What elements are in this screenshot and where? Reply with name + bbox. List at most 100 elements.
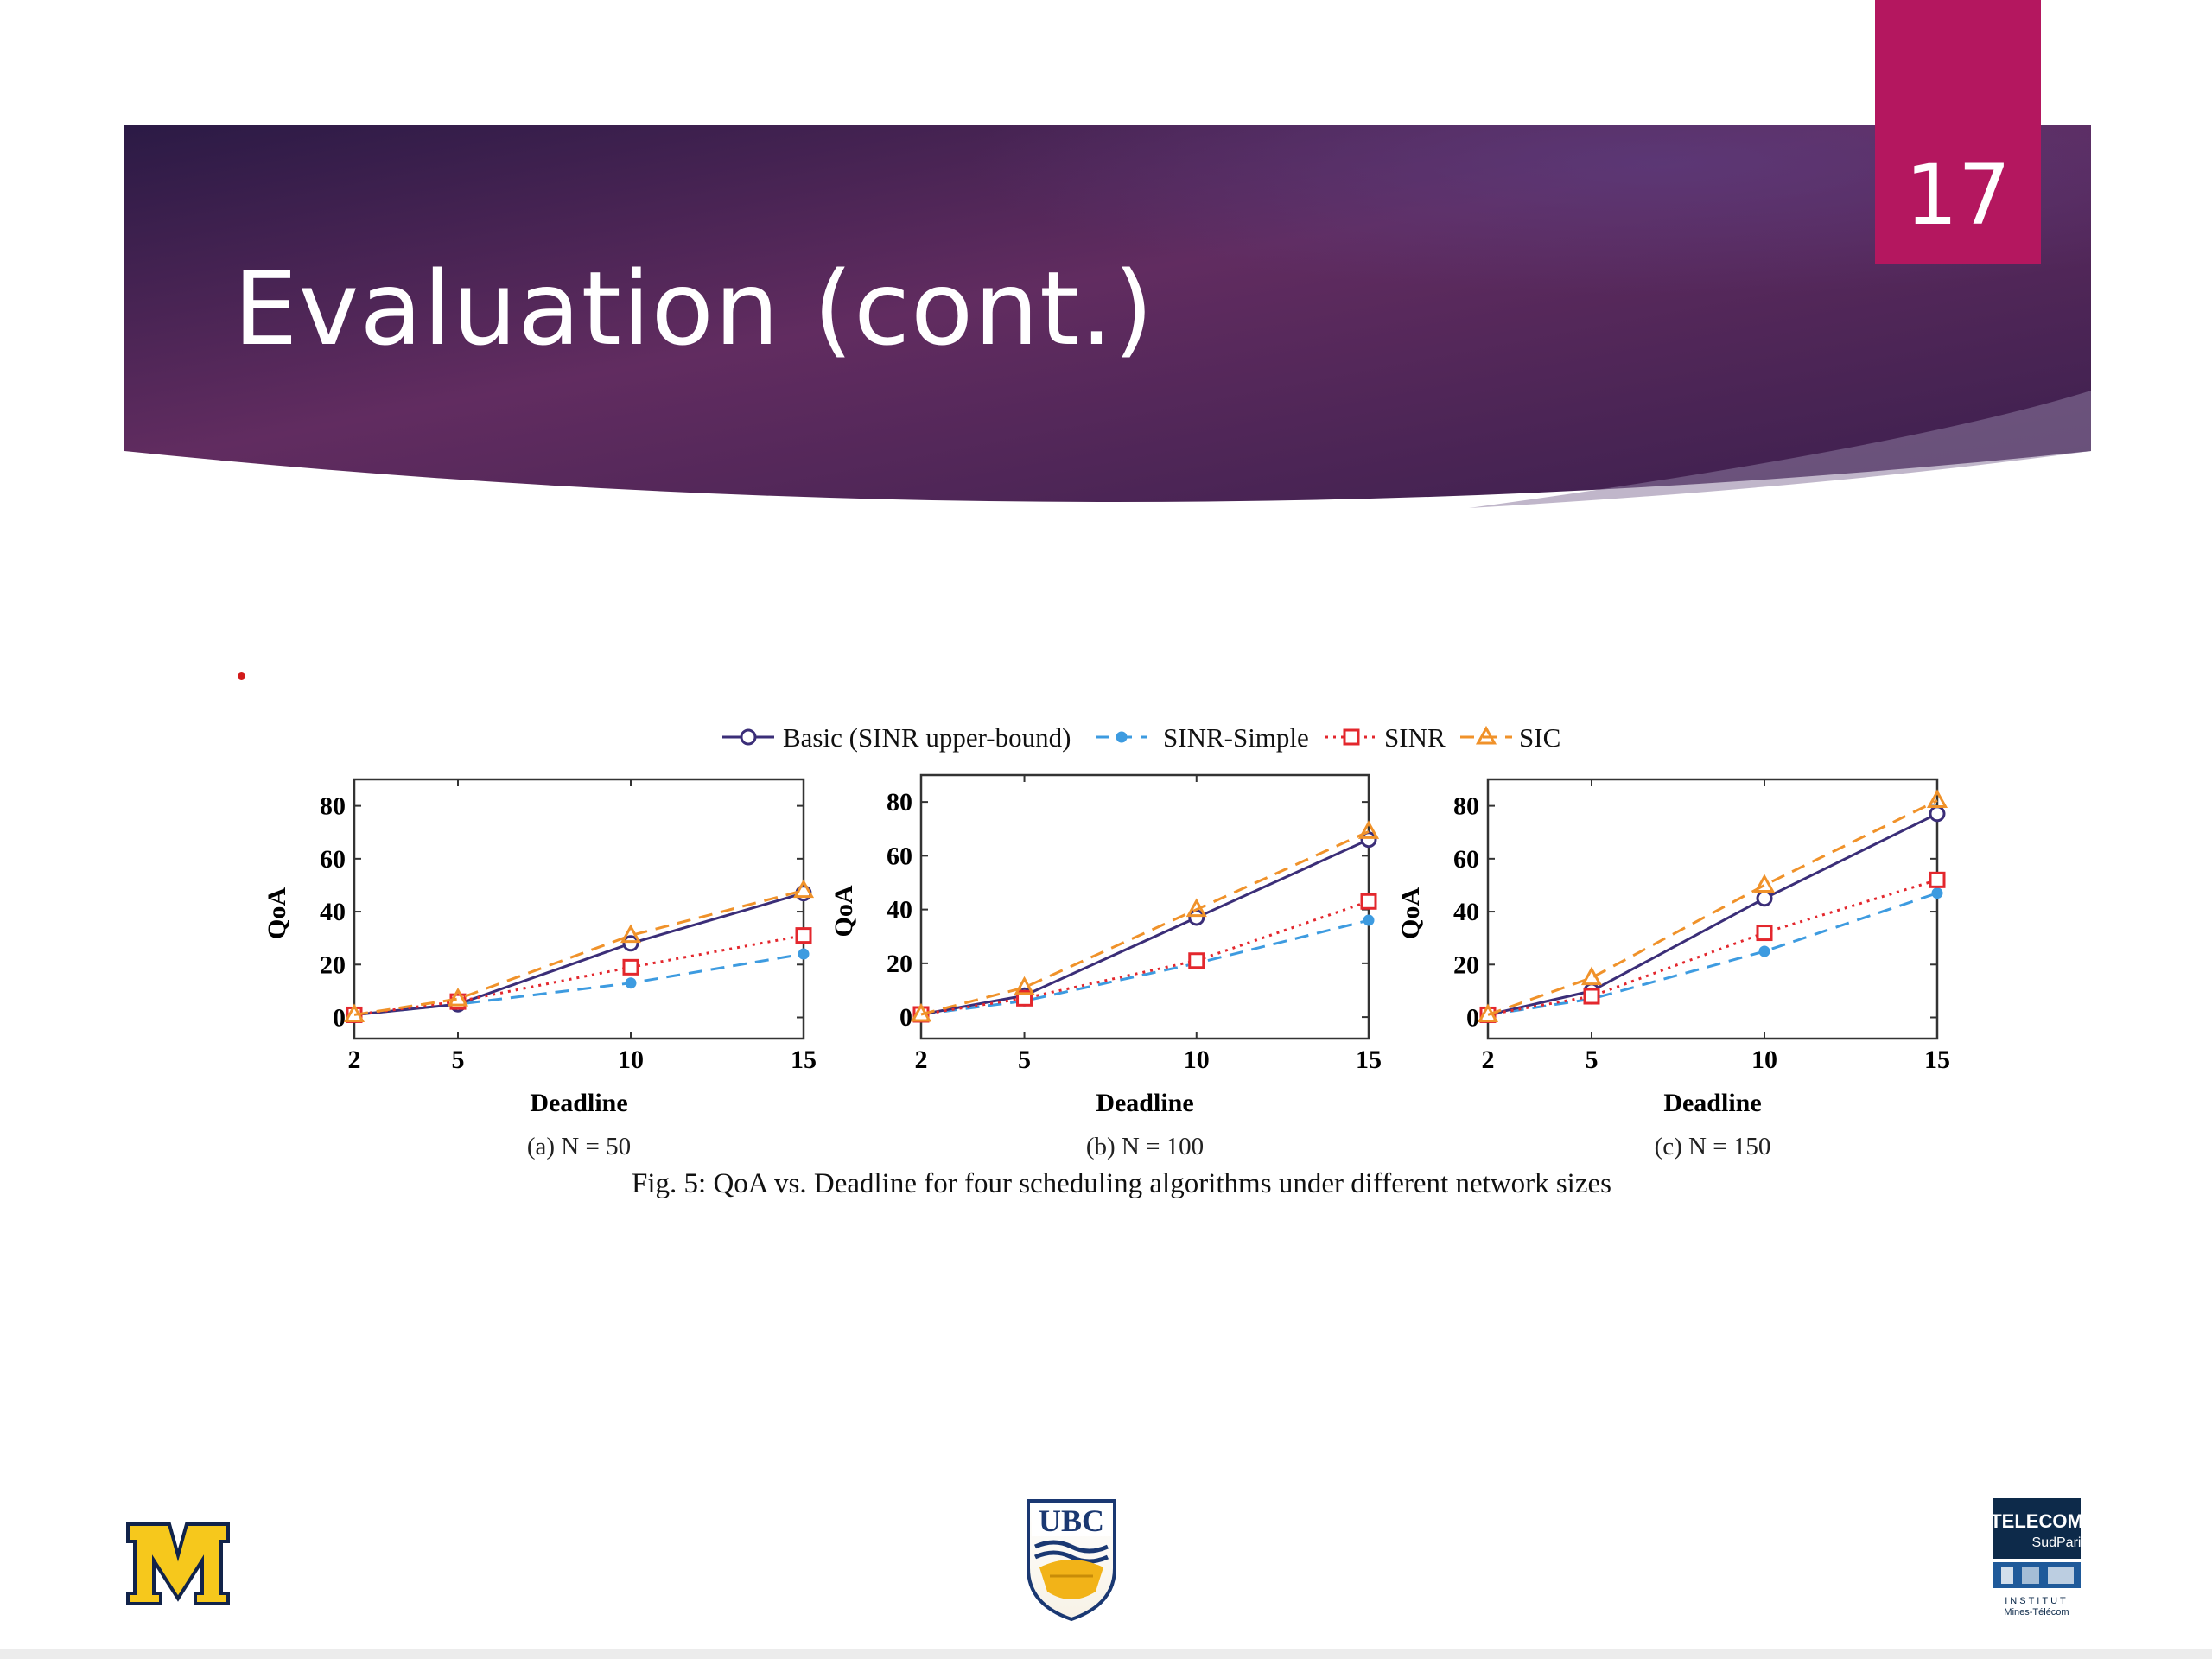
series-line-sic: [353, 889, 804, 1016]
x-axis-title: Deadline: [530, 1089, 627, 1117]
subplot-1: 2 5 10 15 0 20 40 60 80 Deadline QoA (a) N = 50: [263, 778, 817, 1160]
point-sic: [620, 924, 642, 944]
y-tick-label: 60: [1453, 845, 1479, 874]
series-line-sinr-simple: [920, 918, 1370, 1016]
series-line-basic: [1487, 812, 1938, 1016]
point-sic: [792, 879, 815, 899]
plot-frame: [1486, 778, 1939, 1040]
series-sic: [910, 820, 1380, 1022]
point-sinr: [795, 927, 812, 944]
point-sinr: [1583, 988, 1600, 1005]
ubc-logo-text: UBC: [1039, 1503, 1104, 1538]
point-sic: [1477, 1003, 1499, 1022]
bottom-strip: [0, 1649, 2212, 1659]
point-sic: [1926, 789, 1948, 808]
x-tick-label: 10: [1751, 1046, 1777, 1074]
telecom-logo-line4: Mines-Télécom: [2004, 1607, 2069, 1618]
legend-marker-sic: [1475, 725, 1497, 745]
legend-marker-sinr: [1343, 728, 1360, 746]
michigan-block-m-logo: [126, 1522, 230, 1605]
x-tick-label: 2: [348, 1046, 361, 1074]
telecom-logo-line2: SudParis: [2032, 1535, 2088, 1550]
y-tick-label: 80: [887, 788, 912, 817]
series-sic: [343, 879, 815, 1022]
figure-legend: Basic (SINR upper-bound) SINR-Simple SINR S…: [722, 722, 1560, 753]
y-tick-label: 40: [1453, 898, 1479, 926]
y-tick-label: 80: [320, 792, 346, 821]
x-tick-label: 10: [1184, 1046, 1210, 1074]
point-sinr: [1188, 952, 1205, 969]
bullet-dot: [238, 672, 245, 680]
legend-label-sinr: SINR: [1384, 722, 1446, 753]
point-sic: [1014, 976, 1035, 995]
y-tick-label: 20: [320, 950, 346, 979]
point-sic: [1580, 966, 1603, 986]
subplot-3: 2 5 10 15 0 20 40 60 80 Deadline QoA (c) N = 150: [1396, 778, 1950, 1160]
point-sic: [910, 1002, 932, 1022]
point-sinr-simple: [798, 948, 810, 960]
x-tick-label: 5: [1018, 1046, 1031, 1074]
point-basic: [1188, 909, 1205, 926]
point-sic: [1357, 820, 1380, 839]
x-tick-label: 5: [1586, 1046, 1599, 1074]
x-tick-label: 2: [1482, 1046, 1495, 1074]
x-axis-title: Deadline: [1096, 1089, 1193, 1117]
point-basic: [622, 935, 639, 952]
point-sic: [1753, 874, 1776, 893]
page-number-badge: 17: [1875, 0, 2041, 264]
telecom-sudparis-logo: TELECOM SudParis INSTITUT Mines-Télécom: [1990, 1498, 2088, 1618]
point-sic: [447, 988, 469, 1007]
series-line-sinr-simple: [1487, 892, 1938, 1016]
y-tick-label: 40: [887, 896, 912, 925]
point-sinr-simple: [1931, 887, 1943, 899]
plot-frame: [919, 773, 1370, 1040]
series-sinr: [346, 927, 812, 1023]
subplot-2: 2 5 10 15 0 20 40 60 80 Deadline QoA (b) N = 100: [830, 773, 1382, 1160]
legend-marker-sinr-simple: [1116, 731, 1128, 743]
legend-marker-basic: [740, 728, 757, 746]
legend-label-basic: Basic (SINR upper-bound): [783, 722, 1071, 753]
x-tick-label: 5: [452, 1046, 465, 1074]
series-line-sinr: [353, 934, 804, 1016]
y-tick-label: 0: [333, 1004, 346, 1033]
point-sinr-simple: [1758, 945, 1770, 957]
point-basic: [1929, 805, 1946, 823]
x-tick-label: 15: [1356, 1046, 1382, 1074]
x-tick-label: 10: [618, 1046, 644, 1074]
y-axis-title: QoA: [263, 887, 291, 939]
subplot-caption: (a) N = 50: [527, 1133, 631, 1160]
point-sinr: [1360, 893, 1377, 910]
point-sinr: [1756, 925, 1773, 942]
y-tick-label: 0: [1466, 1004, 1479, 1033]
slide-title: Evaluation (cont.): [233, 249, 1154, 368]
subplot-caption: (b) N = 100: [1086, 1133, 1204, 1160]
point-sic: [1185, 898, 1207, 918]
y-tick-label: 60: [887, 842, 912, 870]
series-line-basic: [920, 838, 1370, 1016]
title-banner: [124, 125, 2091, 508]
y-tick-label: 20: [887, 950, 912, 978]
series-basic: [1479, 805, 1946, 1023]
point-sic: [343, 1003, 365, 1022]
series-sic: [1477, 789, 1948, 1022]
legend-label-sinr-simple: SINR-Simple: [1163, 722, 1309, 753]
series-line-sic: [1487, 799, 1938, 1016]
x-tick-label: 15: [791, 1046, 817, 1074]
x-tick-label: 2: [915, 1046, 928, 1074]
point-sinr: [622, 958, 639, 976]
point-sinr: [1929, 871, 1946, 888]
page-number: 17: [1904, 147, 2012, 244]
y-tick-label: 40: [320, 898, 346, 926]
y-axis-title: QoA: [1396, 887, 1425, 939]
y-tick-label: 0: [899, 1003, 912, 1032]
figure-caption: Fig. 5: QoA vs. Deadline for four schedu…: [632, 1168, 1611, 1199]
series-line-sic: [920, 830, 1370, 1016]
y-tick-label: 60: [320, 845, 346, 874]
legend-label-sic: SIC: [1519, 722, 1560, 753]
subplot-caption: (c) N = 150: [1655, 1133, 1771, 1160]
x-axis-title: Deadline: [1663, 1089, 1761, 1117]
point-sinr-simple: [1363, 914, 1375, 926]
y-tick-label: 80: [1453, 792, 1479, 821]
